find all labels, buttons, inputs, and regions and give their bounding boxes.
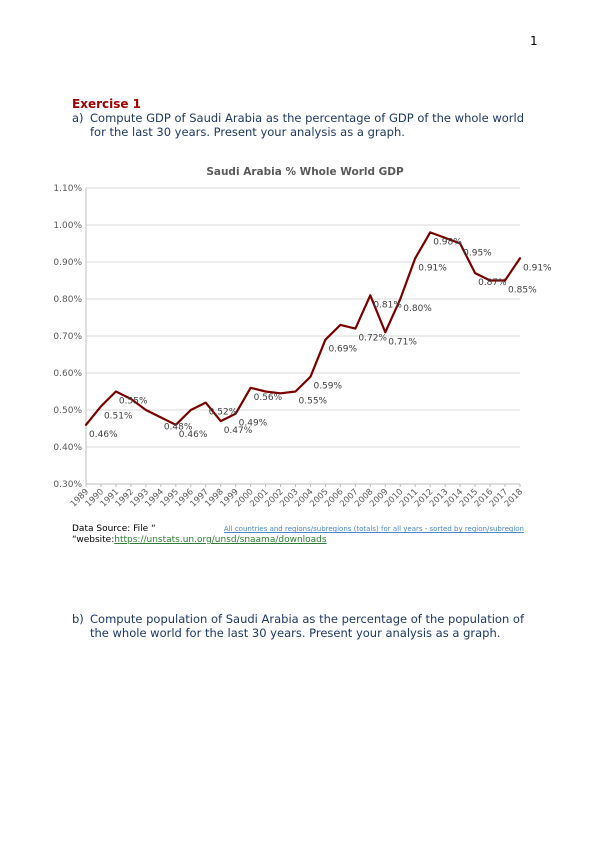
- question-a-marker: a): [72, 111, 84, 125]
- question-a-text: Compute GDP of Saudi Arabia as the perce…: [90, 111, 524, 139]
- gdp-line-chart: Saudi Arabia % Whole World GDP 0.30% 0.40%…: [53, 166, 552, 509]
- question-b: b) Compute population of Saudi Arabia as…: [72, 612, 524, 640]
- chart-title: Saudi Arabia % Whole World GDP: [206, 166, 404, 178]
- data-label: 0.80%: [403, 304, 432, 314]
- data-label: 0.55%: [299, 397, 328, 407]
- gdp-series-line: [84, 231, 522, 426]
- data-label: 0.47%: [224, 426, 253, 436]
- data-label: 0.91%: [523, 263, 552, 273]
- question-b-marker: b): [72, 612, 84, 626]
- y-tick-label: 1.00%: [53, 221, 82, 231]
- data-label: 0.85%: [508, 286, 537, 296]
- data-label: 0.87%: [478, 278, 507, 288]
- data-label: 0.59%: [313, 382, 342, 392]
- y-tick-label: 0.30%: [53, 480, 82, 490]
- y-tick-label: 0.40%: [53, 443, 82, 453]
- y-tick-label: 0.90%: [53, 258, 82, 268]
- data-label: 0.56%: [254, 393, 283, 403]
- data-label: 0.46%: [89, 430, 118, 440]
- y-tick-label: 1.10%: [53, 184, 82, 194]
- data-source-file-link[interactable]: All countries and regions/subregions (to…: [223, 525, 524, 533]
- data-label: 0.69%: [328, 345, 357, 355]
- data-label: 0.49%: [239, 419, 268, 429]
- question-a: a) Compute GDP of Saudi Arabia as the pe…: [72, 111, 524, 139]
- data-label: 0.51%: [104, 411, 133, 421]
- data-label: 0.55%: [119, 397, 148, 407]
- data-label: 0.52%: [209, 408, 238, 418]
- data-label: 0.81%: [373, 300, 402, 310]
- data-label: 0.95%: [463, 249, 492, 259]
- website-prefix: “website:: [72, 535, 115, 545]
- data-label: 0.46%: [179, 430, 208, 440]
- y-tick-label: 0.50%: [53, 406, 82, 416]
- y-tick-label: 0.70%: [53, 332, 82, 342]
- page-number: 1: [530, 34, 538, 48]
- question-b-text: Compute population of Saudi Arabia as th…: [90, 612, 524, 640]
- y-tick-label: 0.80%: [53, 295, 82, 305]
- data-label: 0.72%: [358, 334, 387, 344]
- data-label: 0.91%: [418, 263, 447, 273]
- data-label: 0.48%: [164, 422, 193, 432]
- data-source: Data Source: File “ All countries and re…: [72, 524, 524, 546]
- data-source-label: Data Source: File “: [72, 524, 156, 534]
- exercise-title: Exercise 1: [72, 97, 142, 111]
- y-tick-label: 0.60%: [53, 369, 82, 379]
- data-label: 0.98%: [433, 237, 462, 247]
- website-link[interactable]: https://unstats.un.org/unsd/snaama/downl…: [114, 535, 327, 545]
- data-label: 0.71%: [388, 337, 417, 347]
